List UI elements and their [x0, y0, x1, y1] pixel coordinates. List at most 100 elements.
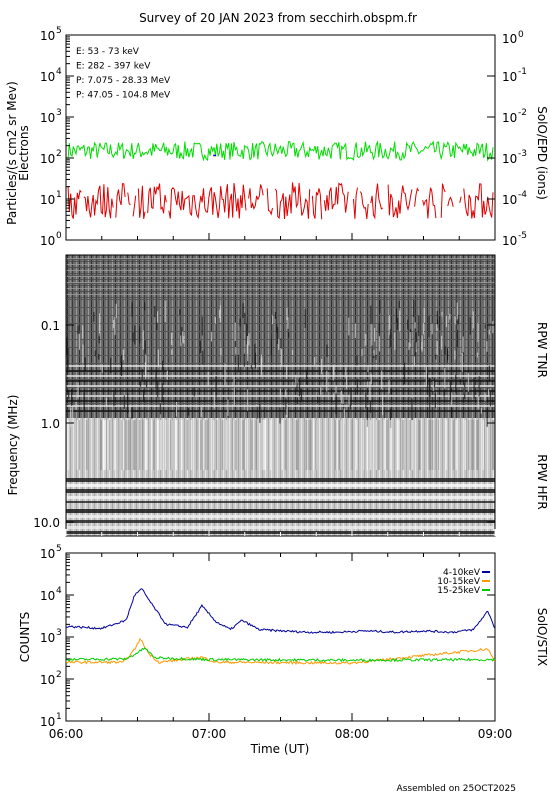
rpw-tnr-streak	[272, 315, 274, 324]
rpw-tnr-streak	[440, 335, 443, 350]
rpw-tnr-streak	[129, 406, 131, 418]
rpw-hfr-streak	[164, 420, 167, 470]
rpw-tnr-streak	[398, 300, 400, 308]
rpw-tnr-streak	[444, 367, 446, 389]
rpw-tnr-streak	[409, 332, 411, 347]
rpw-hfr-streak	[102, 420, 104, 470]
rpw-tnr-streak	[428, 315, 430, 338]
rpw-tnr-streak	[83, 392, 85, 411]
rpw-tnr-streak	[484, 393, 486, 402]
rpw-tnr-streak	[403, 362, 406, 385]
epd-y-tick-exp: 1	[56, 190, 62, 200]
rpw-tnr-streak	[461, 352, 463, 372]
rpw-tnr-streak	[437, 319, 439, 328]
rpw-tnr-streak	[142, 389, 145, 402]
rpw-hfr-streak	[282, 420, 284, 470]
epd-series-line	[83, 184, 114, 219]
rpw-tnr-streak	[477, 323, 479, 342]
rpw-tnr-streak	[291, 350, 294, 355]
rpw-tnr-streak	[171, 332, 173, 346]
rpw-tnr-streak	[280, 338, 282, 349]
rpw-tnr-streak	[202, 350, 204, 365]
rpw-tnr-streak	[314, 357, 316, 365]
rpw-tnr-streak	[243, 353, 245, 367]
stix-series-group	[65, 588, 496, 665]
rpw-hfr-streak	[386, 420, 388, 470]
rpw-tnr-streak	[114, 317, 116, 336]
rpw-tnr-row	[66, 279, 495, 280]
stix-y-tick-label: 10	[40, 631, 55, 645]
rpw-tnr-streak	[425, 367, 427, 387]
rpw-tnr-row	[66, 270, 495, 271]
rpw-tnr-streak	[476, 352, 479, 358]
rpw-tnr-streak	[285, 398, 287, 415]
rpw-hfr-streak	[67, 420, 69, 470]
rpw-tnr-band	[66, 375, 495, 377]
stix-x-axis: 06:00 07:00 08:00 09:00	[49, 553, 512, 741]
stix-y-tick-exp: 2	[56, 670, 62, 680]
epd-series-line	[266, 188, 273, 216]
epd-legend-item: E: 53 - 73 keV	[76, 47, 140, 57]
rpw-tnr-streak	[492, 321, 494, 334]
stix-ylabel: COUNTS	[18, 612, 32, 663]
rpw-tnr-streak	[321, 369, 323, 375]
rpw-hfr-streak	[431, 420, 434, 470]
rpw-tnr-streak	[370, 374, 372, 385]
rpw-tnr-streak	[411, 407, 413, 421]
rpw-tnr-streak	[132, 332, 134, 342]
epd-legend: E: 53 - 73 keV E: 282 - 397 keV P: 7.075 -…	[76, 47, 171, 101]
rpw-hfr-streak	[492, 420, 495, 470]
rpw-tnr-streak	[139, 381, 142, 387]
epd-right-tick-exp: -3	[518, 149, 527, 159]
rpw-hfr-streak	[251, 420, 253, 470]
rpw-tnr-streak	[451, 407, 453, 419]
stix-series-1	[65, 637, 496, 665]
rpw-tnr-streak	[414, 322, 416, 329]
rpw-hfr-streak	[134, 420, 136, 470]
rpw-tnr-streak	[469, 317, 471, 335]
rpw-tnr-streak	[320, 387, 322, 395]
rpw-hfr-band	[66, 478, 495, 482]
rpw-tnr-streak	[123, 395, 125, 410]
rpw-hfr-streak	[175, 420, 178, 470]
rpw-hfr-streak	[86, 420, 88, 470]
rpw-tnr-streak	[335, 393, 337, 415]
epd-series-line	[323, 182, 349, 213]
rpw-tnr-streak	[304, 308, 306, 329]
rpw-tnr-streak	[242, 303, 244, 318]
epd-legend-item: E: 282 - 397 keV	[76, 62, 151, 72]
rpw-tnr-streak	[144, 302, 146, 311]
rpw-hfr-band	[66, 509, 495, 513]
rpw-tnr-streak	[155, 369, 157, 389]
rpw-hfr-streak	[221, 420, 224, 470]
rpw-tnr-streak	[487, 389, 490, 397]
rpw-hfr-streak	[428, 420, 431, 470]
stix-series-0	[65, 588, 496, 634]
rpw-tnr-streak	[423, 307, 425, 323]
epd-series-line	[459, 196, 462, 204]
rpw-tnr-streak	[426, 373, 429, 388]
rpw-tnr-streak	[415, 332, 417, 350]
rpw-tnr-streak	[348, 394, 350, 405]
epd-series-line	[414, 187, 420, 207]
rpw-tnr-streak	[456, 329, 459, 348]
rpw-hfr-streak	[455, 420, 458, 470]
rpw-hfr-streak	[231, 420, 234, 470]
rpw-tnr-streak	[207, 371, 209, 386]
stix-y-tick-exp: 5	[56, 544, 62, 554]
epd-right-tick-label: 10	[502, 152, 517, 166]
rpw-tnr-streak	[326, 344, 328, 357]
rpw-tnr-streak	[233, 387, 235, 406]
rpw-tnr-row	[66, 258, 495, 259]
rpw-tnr-streak	[67, 360, 69, 374]
epd-proton-point	[213, 154, 217, 157]
rpw-tnr-streak	[335, 386, 337, 397]
rpw-hfr-streak	[242, 420, 244, 470]
rpw-tnr-streak	[354, 323, 357, 339]
rpw-hfr-streak	[383, 420, 386, 470]
epd-series-line	[370, 183, 384, 220]
rpw-tnr-streak	[181, 327, 183, 343]
rpw-tnr-streak	[333, 365, 335, 375]
rpw-hfr-streak	[264, 420, 266, 470]
